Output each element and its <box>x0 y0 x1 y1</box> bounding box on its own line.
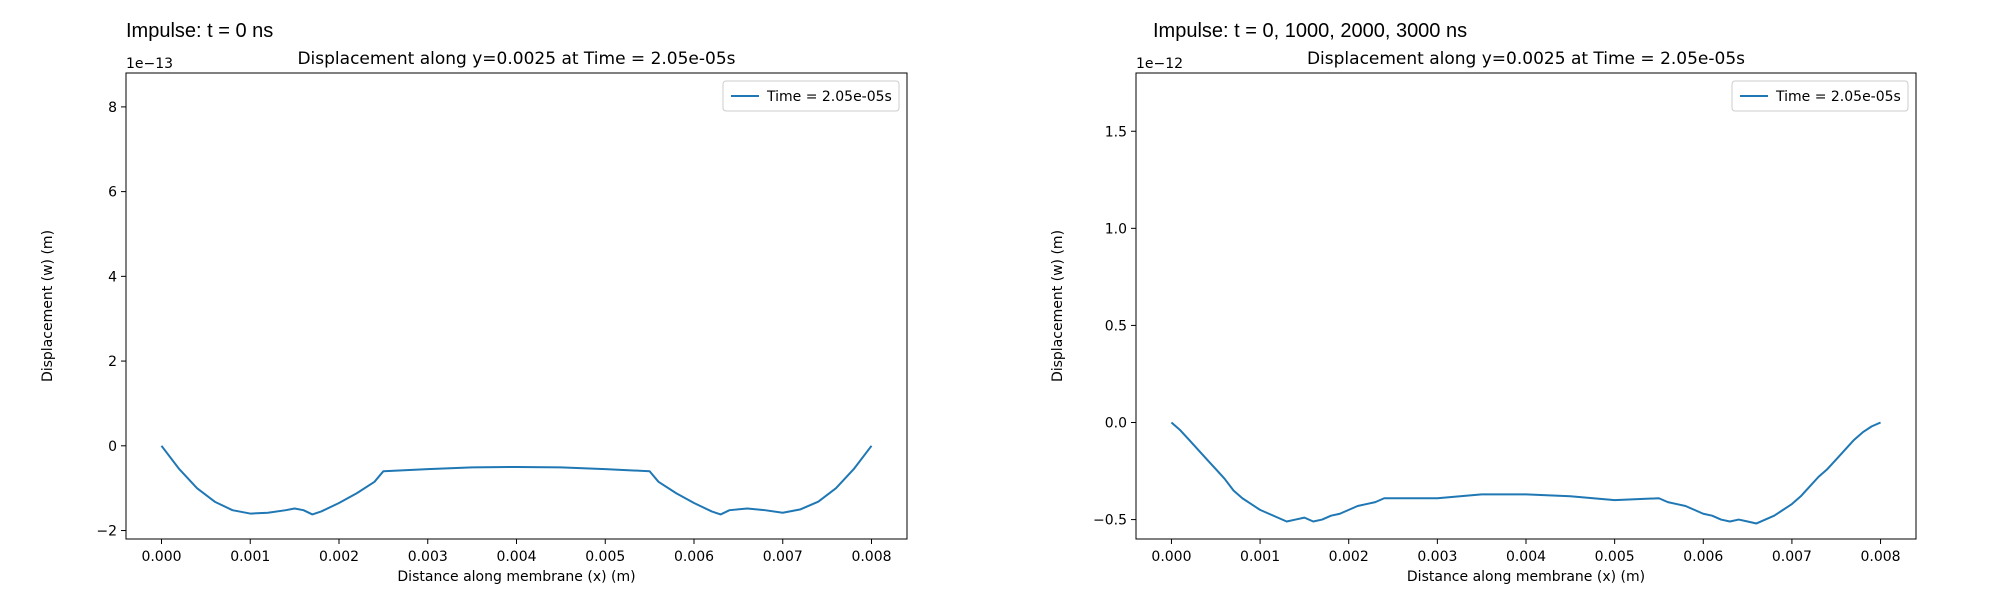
x-tick-label: 0.003 <box>408 549 448 565</box>
legend-label: Time = 2.05e-05s <box>766 89 892 105</box>
chart-1: 0.000 0.001 0.002 0.003 0.004 0.005 0.006 0.007… <box>40 49 908 585</box>
x-tick-label: 0.005 <box>1595 549 1635 565</box>
x-tick-label: 0.003 <box>1417 549 1457 565</box>
y-axis-label: Displacement (w) (m) <box>1050 230 1066 382</box>
chart-2: 0.000 0.001 0.002 0.003 0.004 0.005 0.006 0.007… <box>1050 49 1917 585</box>
x-tick-label: 0.007 <box>763 549 803 565</box>
x-tick-label: 0.000 <box>1151 549 1191 565</box>
y-offset-label: 1e−13 <box>126 56 173 72</box>
plot-frame <box>1135 72 1917 540</box>
figure-title-right: Impulse: t = 0, 1000, 2000, 3000 ns <box>1153 20 1468 42</box>
x-tick-label: 0.005 <box>585 549 625 565</box>
chart-title: Displacement along y=0.0025 at Time = 2.… <box>1307 49 1745 69</box>
y-tick-label: −0.5 <box>1093 513 1127 529</box>
series-line <box>1170 421 1881 525</box>
y-offset-label: 1e−12 <box>1136 56 1183 72</box>
x-tick-label: 0.002 <box>319 549 359 565</box>
x-tick-label: 0.006 <box>1683 549 1723 565</box>
x-tick-label: 0.001 <box>1240 549 1280 565</box>
x-axis-label: Distance along membrane (x) (m) <box>1407 569 1645 585</box>
x-tick-label: 0.002 <box>1329 549 1369 565</box>
series-line <box>160 445 873 516</box>
x-tick-label: 0.004 <box>1506 549 1546 565</box>
y-tick-label: 1.5 <box>1105 124 1127 140</box>
x-tick-label: 0.008 <box>851 549 891 565</box>
legend: Time = 2.05e-05s <box>722 80 900 112</box>
x-tick-label: 0.004 <box>496 549 536 565</box>
figure-title-left: Impulse: t = 0 ns <box>126 20 274 42</box>
x-axis-label: Distance along membrane (x) (m) <box>397 569 635 585</box>
legend: Time = 2.05e-05s <box>1731 80 1909 112</box>
legend-label: Time = 2.05e-05s <box>1775 89 1901 105</box>
legend-box <box>722 80 900 112</box>
y-tick-label: 2 <box>108 354 117 370</box>
y-tick-label: 6 <box>108 185 117 201</box>
x-tick-label: 0.006 <box>674 549 714 565</box>
y-tick-label: −2 <box>96 524 117 540</box>
y-tick-label: 0.0 <box>1105 416 1127 432</box>
x-tick-label: 0.008 <box>1860 549 1900 565</box>
plot-frame <box>125 72 908 540</box>
x-tick-label: 0.007 <box>1772 549 1812 565</box>
y-tick-label: 8 <box>108 100 117 116</box>
y-tick-label: 4 <box>108 269 117 285</box>
x-tick-label: 0.000 <box>141 549 181 565</box>
y-tick-label: 0.5 <box>1105 318 1127 334</box>
x-tick-label: 0.001 <box>230 549 270 565</box>
chart-title: Displacement along y=0.0025 at Time = 2.… <box>297 49 735 69</box>
y-axis-label: Displacement (w) (m) <box>40 230 56 382</box>
legend-box <box>1731 80 1909 112</box>
y-tick-label: 0 <box>108 439 117 455</box>
y-tick-label: 1.0 <box>1105 221 1127 237</box>
